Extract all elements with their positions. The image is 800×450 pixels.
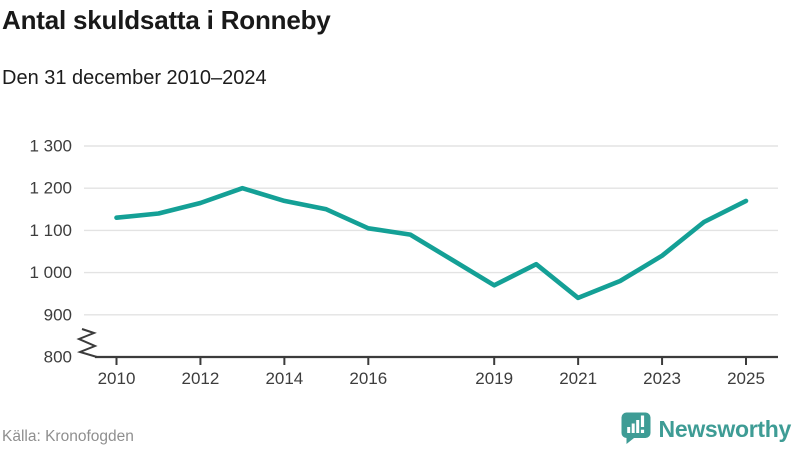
newsworthy-logo: Newsworthy: [620, 411, 791, 447]
exclamation-dot: [640, 429, 644, 433]
y-axis-label: 900: [44, 305, 72, 324]
x-axis-label: 2016: [349, 369, 387, 388]
newsworthy-wordmark: Newsworthy: [658, 416, 792, 442]
x-axis-label: 2019: [475, 369, 513, 388]
y-axis-label: 800: [44, 348, 72, 367]
x-axis-label: 2012: [182, 369, 220, 388]
x-axis-label: 2021: [559, 369, 597, 388]
y-axis-label: 1 300: [29, 137, 72, 156]
y-axis-label: 1 100: [29, 221, 72, 240]
x-axis-label: 2023: [643, 369, 681, 388]
y-axis-label: 1 000: [29, 263, 72, 282]
data-line: [114, 185, 749, 301]
bar-chart-speech-bubble-icon: [621, 412, 651, 444]
bar-medium: [631, 423, 635, 433]
chart-subtitle: Den 31 december 2010–2024: [2, 67, 267, 89]
bar-tall: [635, 420, 639, 433]
x-axis-label: 2014: [265, 369, 303, 388]
chart-title: Antal skuldsatta i Ronneby: [2, 5, 331, 35]
y-axis-label: 1 200: [29, 179, 72, 198]
source-label: Källa: Kronofogden: [2, 428, 134, 445]
speech-bubble-shape: [621, 412, 651, 444]
x-axis-label: 2025: [727, 369, 765, 388]
bar-small: [626, 427, 630, 433]
x-axis-label: 2010: [98, 369, 136, 388]
exclamation-bar: [640, 415, 644, 427]
axis-break-icon: [76, 328, 98, 358]
